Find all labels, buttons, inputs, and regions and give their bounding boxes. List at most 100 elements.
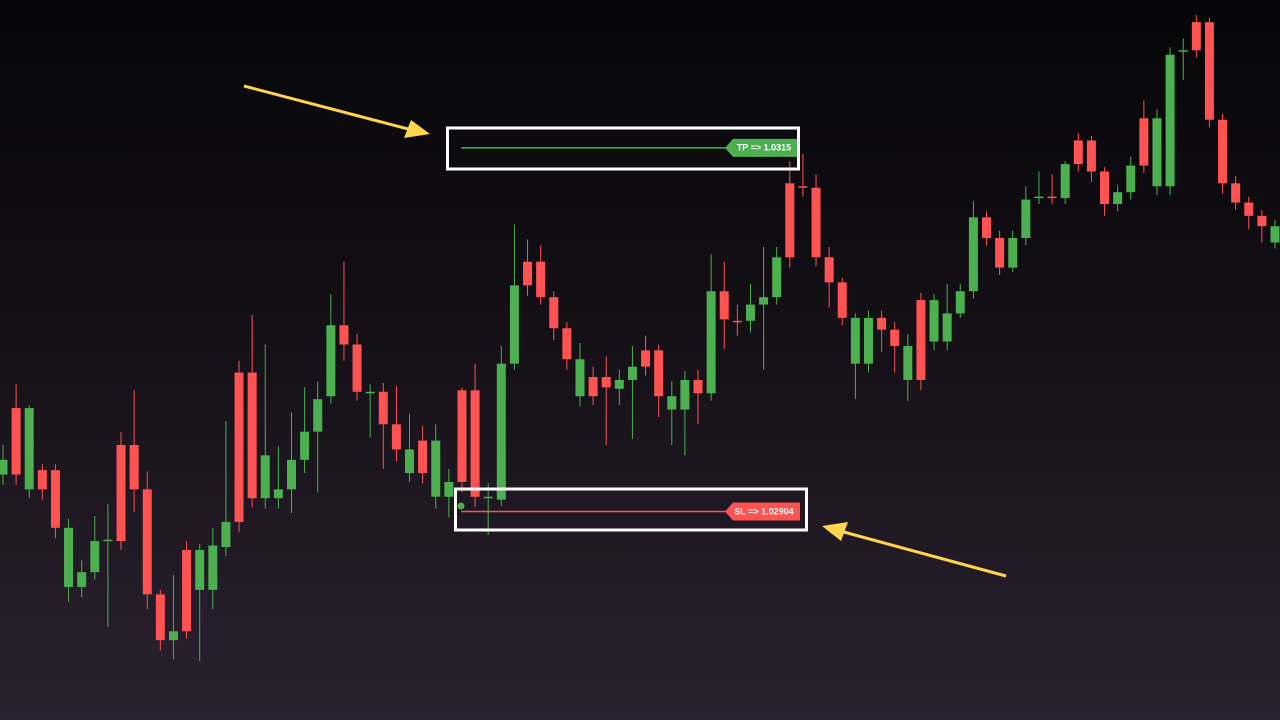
candle-body [627,366,637,380]
candle-body [903,345,913,380]
candle-body [195,549,205,590]
candle-body [247,372,257,499]
candle-body [457,390,467,482]
candle-body [405,449,415,474]
candle-body [654,350,664,397]
candle-body [221,521,231,548]
candle-body [837,282,847,318]
candle-body [116,445,126,542]
candle-body [811,187,821,258]
candle-body [824,257,834,283]
highlight-box [454,487,808,532]
candle-body [300,431,310,460]
candle-body [772,257,782,298]
candle-body [798,186,808,188]
candle-body [1270,226,1280,243]
level-tag [725,138,800,157]
candle-body [24,408,34,490]
candle-body [1178,50,1188,52]
candle-body [732,320,742,323]
candle-body [1100,171,1110,205]
entry-dot [457,502,465,510]
candle-body [693,379,703,394]
candle-body [142,489,152,595]
candle-body [1034,196,1044,199]
candle-body [1086,140,1096,172]
candle-body [549,297,559,329]
candle-body [1047,196,1057,199]
candle-body [942,313,952,342]
candle-body [496,363,506,500]
candle-body [365,391,375,394]
candle-body [1191,22,1201,51]
candle-body [103,539,113,542]
candle-body [1073,140,1083,165]
candle-body [995,238,1005,268]
candle-body [1021,199,1031,239]
candle-body [182,549,192,632]
candles [0,14,1280,661]
level-tag [725,502,800,521]
candle-body [418,440,428,474]
candle-body [509,285,519,364]
candle-body [444,481,454,497]
candle-body [850,317,860,364]
highlight-box [446,126,800,171]
candle-body [523,261,533,286]
candle-body [1139,118,1149,166]
level-label: SL => 1.02904 [734,506,793,516]
arrow [243,84,430,138]
candle-body [326,325,336,397]
candle-body [1008,238,1018,268]
candle-body [339,325,349,345]
candle-body [431,440,441,497]
candle-body [785,183,795,258]
candle-body [1244,202,1254,216]
candle-body [1218,119,1228,184]
candle-body [562,328,572,360]
candle-body [208,545,218,590]
candle-body [982,217,992,239]
candle-body [0,459,8,475]
candle-body [1165,54,1175,187]
arrow [822,522,1007,578]
candle-body [37,470,47,490]
candle-body [601,377,611,388]
level-label: TP => 1.0315 [737,143,791,153]
candle-body [968,217,978,292]
candle-body [641,350,651,367]
candle-body [1060,164,1070,199]
candle-body [929,300,939,342]
candle-body [286,459,296,490]
candle-body [877,317,887,330]
candle-body [64,527,74,587]
candle-body [378,391,388,425]
candle-body [1257,215,1267,227]
candle-body [575,359,585,397]
candle-body [129,445,139,490]
candle-body [90,541,100,573]
candle-body [1204,22,1214,120]
candle-body [313,399,323,432]
candle-body [234,372,244,522]
candle-body [863,317,873,364]
candle-body [955,291,965,314]
candle-body [890,329,900,346]
candle-body [680,379,690,410]
candle-body [536,261,546,298]
candle-body [916,300,926,380]
candle-body [260,455,270,499]
candle-body [759,297,769,305]
candle-body [614,379,624,389]
candle-body [1231,183,1241,203]
candle-body [11,408,21,475]
candle-body [745,304,755,321]
candle-body [706,291,716,394]
candle-body [1152,118,1162,187]
candle-body [667,396,677,410]
candle-body [1126,165,1136,193]
candle-body [155,594,165,641]
candle-body [470,390,480,497]
